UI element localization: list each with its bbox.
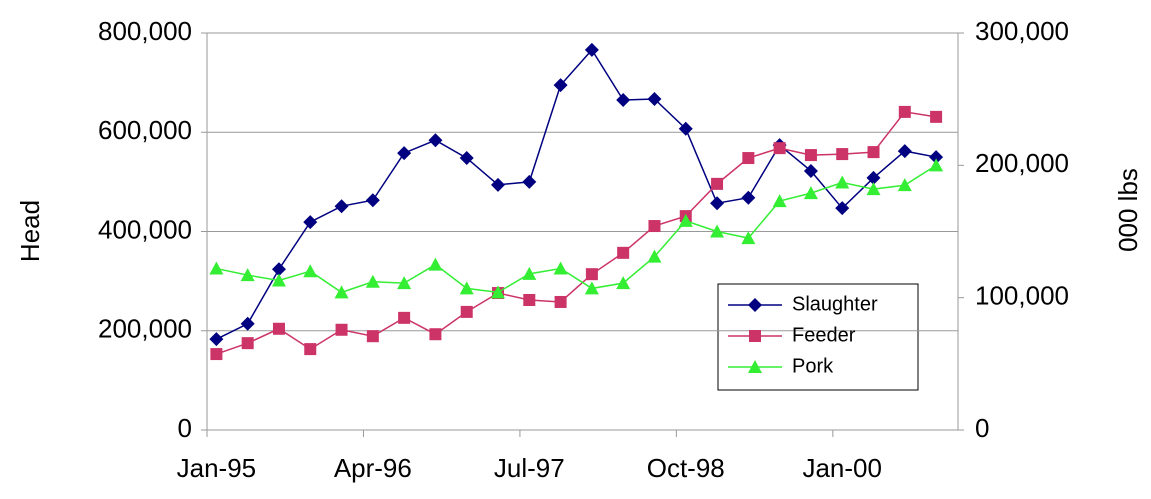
marker xyxy=(522,266,537,280)
marker xyxy=(647,92,662,107)
marker xyxy=(209,332,224,347)
marker xyxy=(241,337,254,350)
marker xyxy=(929,158,944,172)
marker xyxy=(741,190,756,205)
marker xyxy=(616,92,631,107)
marker xyxy=(866,170,881,185)
marker xyxy=(491,285,506,299)
marker xyxy=(804,149,817,162)
y-tick-label: 800,000 xyxy=(98,16,192,46)
marker xyxy=(334,285,349,299)
marker xyxy=(648,220,661,233)
y-tick-label: 600,000 xyxy=(98,115,192,145)
y-tick-label: 400,000 xyxy=(98,214,192,244)
y-tick-label: 200,000 xyxy=(98,314,192,344)
legend-label: Feeder xyxy=(792,324,856,346)
marker xyxy=(491,177,506,192)
y2-tick-label: 100,000 xyxy=(975,281,1069,311)
x-tick-label: Jan-95 xyxy=(177,453,257,483)
legend-label: Pork xyxy=(792,355,834,377)
legend-label: Slaughter xyxy=(792,293,878,315)
marker xyxy=(710,196,725,211)
y-axis-label: Head xyxy=(15,200,45,262)
marker xyxy=(711,177,724,190)
y2-tick-label: 300,000 xyxy=(975,16,1069,46)
marker xyxy=(553,78,568,93)
marker xyxy=(584,42,599,57)
marker xyxy=(929,150,944,165)
series-line xyxy=(216,48,937,340)
x-tick-label: Jul-97 xyxy=(494,453,565,483)
marker xyxy=(803,186,818,200)
marker xyxy=(522,174,537,189)
marker xyxy=(365,193,380,208)
marker xyxy=(742,152,755,165)
marker xyxy=(429,328,442,341)
marker xyxy=(710,224,725,238)
marker xyxy=(240,316,255,331)
x-tick-label: Oct-98 xyxy=(647,453,725,483)
marker xyxy=(897,178,912,192)
marker xyxy=(553,261,568,275)
marker xyxy=(304,343,317,356)
y2-tick-label: 0 xyxy=(975,413,989,443)
marker xyxy=(271,273,286,287)
marker xyxy=(772,194,787,208)
marker xyxy=(271,262,286,277)
x-tick-label: Jan-00 xyxy=(802,453,882,483)
marker xyxy=(240,268,255,282)
marker xyxy=(584,281,599,295)
marker xyxy=(678,121,693,136)
marker xyxy=(773,142,786,155)
marker xyxy=(428,257,443,271)
marker xyxy=(749,330,761,342)
marker xyxy=(898,105,911,118)
marker xyxy=(334,199,349,214)
marker xyxy=(836,148,849,161)
marker xyxy=(209,261,224,275)
series-line xyxy=(216,164,937,294)
x-tick-label: Apr-96 xyxy=(334,453,412,483)
marker xyxy=(617,246,630,259)
marker xyxy=(930,110,943,123)
y-tick-label: 0 xyxy=(178,413,192,443)
marker xyxy=(272,322,285,335)
y2-tick-label: 200,000 xyxy=(975,148,1069,178)
marker xyxy=(554,295,567,308)
marker xyxy=(616,276,631,290)
marker xyxy=(585,268,598,281)
marker xyxy=(303,215,318,230)
marker xyxy=(867,146,880,159)
marker xyxy=(210,348,223,361)
marker xyxy=(647,249,662,263)
marker xyxy=(897,144,912,159)
marker xyxy=(397,276,412,290)
marker xyxy=(748,360,762,373)
marker xyxy=(835,201,850,216)
marker xyxy=(303,264,318,278)
marker xyxy=(678,213,693,227)
marker xyxy=(398,311,411,324)
marker xyxy=(365,274,380,288)
marker xyxy=(748,298,762,312)
marker xyxy=(523,293,536,306)
marker xyxy=(335,323,348,336)
marker xyxy=(428,133,443,148)
marker xyxy=(459,281,474,295)
marker xyxy=(397,146,412,161)
marker xyxy=(866,182,881,196)
marker xyxy=(366,330,379,343)
marker xyxy=(459,151,474,166)
marker xyxy=(460,305,473,318)
marker xyxy=(741,231,756,245)
y2-axis-label: 000 lbs xyxy=(1113,168,1143,252)
marker xyxy=(803,163,818,178)
marker xyxy=(835,175,850,189)
